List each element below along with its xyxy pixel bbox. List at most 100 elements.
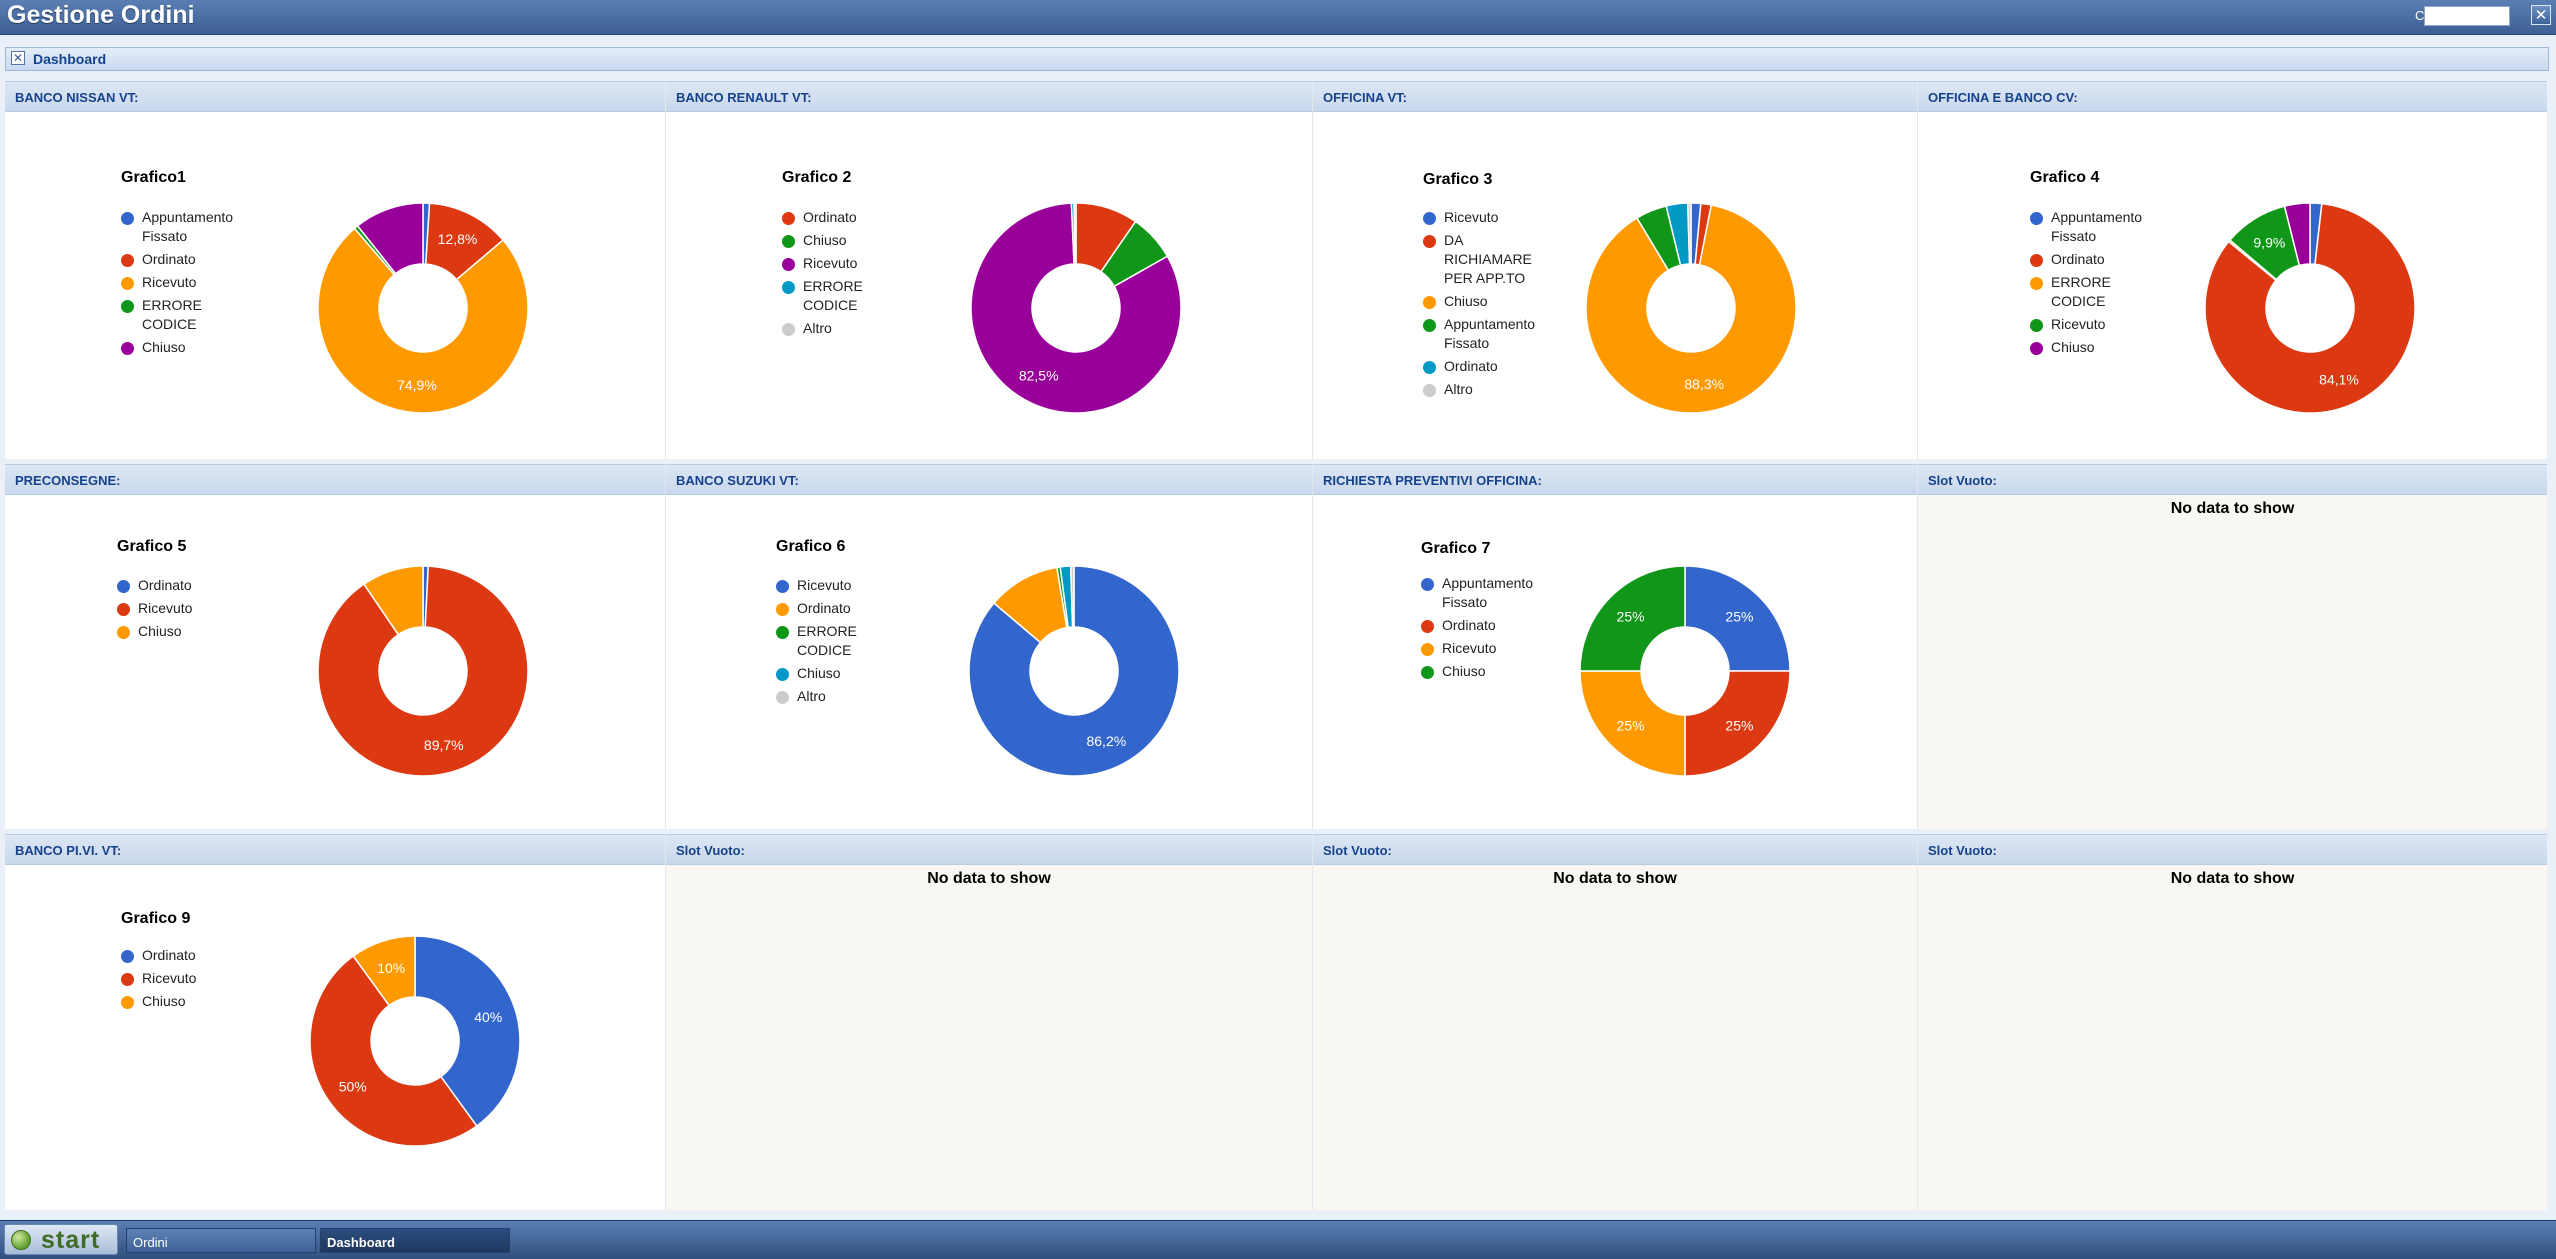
panel-body: No data to show xyxy=(1313,865,1917,1210)
pie-slice[interactable] xyxy=(1579,565,1686,672)
panel-title: OFFICINA E BANCO CV: xyxy=(1928,90,2078,105)
legend-item[interactable]: Chiuso xyxy=(776,664,906,683)
pie-slice[interactable] xyxy=(1069,565,1075,628)
legend-swatch xyxy=(1423,212,1436,225)
legend-item[interactable]: Ricevuto xyxy=(782,254,912,273)
legend-label: Appuntamento Fissato xyxy=(142,209,234,244)
legend-swatch xyxy=(1423,235,1436,248)
panel-header: BANCO RENAULT VT: xyxy=(666,81,1312,112)
pie-slice[interactable] xyxy=(414,935,521,1127)
legend-item[interactable]: Chiuso xyxy=(121,338,251,357)
legend-item[interactable]: ERRORE CODICE xyxy=(776,622,906,660)
legend-item[interactable]: Appuntamento Fissato xyxy=(2030,208,2160,246)
pie-slice[interactable] xyxy=(309,955,478,1147)
start-button[interactable]: start xyxy=(4,1224,118,1255)
slice-label: 88,3% xyxy=(1684,376,1724,392)
legend-swatch xyxy=(121,254,134,267)
legend-item[interactable]: Ordinato xyxy=(117,576,247,595)
no-data-message: No data to show xyxy=(1553,870,1677,887)
close-icon[interactable]: ✕ xyxy=(2531,5,2551,25)
legend-item[interactable]: DA RICHIAMARE PER APP.TO xyxy=(1423,231,1553,288)
app-title: Gestione Ordini xyxy=(7,1,195,29)
pie-slice[interactable] xyxy=(1579,670,1686,777)
pie-slice[interactable] xyxy=(362,565,424,636)
legend-item[interactable]: Appuntamento Fissato xyxy=(1423,315,1553,353)
panel-slot-vuoto: Slot Vuoto: No data to show xyxy=(666,834,1313,1210)
legend-item[interactable]: Ordinato xyxy=(121,250,251,269)
panel-title: Slot Vuoto: xyxy=(1928,473,1997,488)
legend-swatch xyxy=(121,277,134,290)
legend-swatch xyxy=(1423,384,1436,397)
legend-item[interactable]: Ricevuto xyxy=(1421,639,1551,658)
legend-item[interactable]: Ricevuto xyxy=(1423,208,1553,227)
pie-slice[interactable] xyxy=(1684,670,1791,777)
legend-swatch xyxy=(776,626,789,639)
legend-item[interactable]: Ricevuto xyxy=(121,273,251,292)
legend-item[interactable]: Altro xyxy=(782,319,912,338)
pie-slice[interactable] xyxy=(1585,204,1797,414)
legend-item[interactable]: Ricevuto xyxy=(776,576,906,595)
legend-label: Chiuso xyxy=(1444,293,1488,309)
legend-item[interactable]: Ordinato xyxy=(121,946,251,965)
legend-item[interactable]: Ordinato xyxy=(1421,616,1551,635)
legend-item[interactable]: Ordinato xyxy=(782,208,912,227)
legend-swatch xyxy=(121,300,134,313)
legend-label: Appuntamento Fissato xyxy=(1442,575,1534,610)
start-logo-icon xyxy=(11,1230,31,1250)
panel-preconsegne: PRECONSEGNE: Grafico 5 Ordinato Ricevuto Chi… xyxy=(5,464,666,829)
pie-slice[interactable] xyxy=(970,202,1182,414)
taskbar-item-dashboard[interactable]: Dashboard xyxy=(320,1228,510,1253)
legend-swatch xyxy=(2030,212,2043,225)
slice-label: 12,8% xyxy=(438,231,478,247)
legend-item[interactable]: Appuntamento Fissato xyxy=(1421,574,1551,612)
legend-label: Ordinato xyxy=(1444,358,1498,374)
legend-item[interactable]: Chiuso xyxy=(117,622,247,641)
legend-item[interactable]: Appuntamento Fissato xyxy=(121,208,251,246)
legend-item[interactable]: ERRORE CODICE xyxy=(782,277,912,315)
legend-item[interactable]: Ricevuto xyxy=(121,969,251,988)
legend-item[interactable]: Chiuso xyxy=(121,992,251,1011)
taskbar-item-ordini[interactable]: Ordini xyxy=(126,1228,316,1253)
legend-item[interactable]: Ordinato xyxy=(1423,357,1553,376)
legend-label: Ricevuto xyxy=(797,577,852,593)
pie-slice[interactable] xyxy=(1686,202,1692,265)
slice-label: 25% xyxy=(1725,609,1753,625)
pie-slice[interactable] xyxy=(356,202,424,275)
cmd-input[interactable] xyxy=(2424,6,2510,26)
legend-item[interactable]: Ordinato xyxy=(776,599,906,618)
pie-slice[interactable] xyxy=(352,935,416,1007)
pie-slice[interactable] xyxy=(968,565,1180,777)
dashboard-close-icon[interactable]: ✕ xyxy=(11,51,25,65)
legend-item[interactable]: Altro xyxy=(1423,380,1553,399)
pie-slice[interactable] xyxy=(317,565,529,777)
donut-chart: 84,1% 9,9% xyxy=(2204,202,2416,414)
legend-item[interactable]: Altro xyxy=(776,687,906,706)
pie-slice[interactable] xyxy=(1073,202,1077,265)
legend-item[interactable]: Chiuso xyxy=(1421,662,1551,681)
legend-item[interactable]: ERRORE CODICE xyxy=(2030,273,2160,311)
legend-item[interactable]: Ricevuto xyxy=(117,599,247,618)
legend-item[interactable]: Chiuso xyxy=(2030,338,2160,357)
slice-label: 89,7% xyxy=(424,737,464,753)
legend-item[interactable]: Ricevuto xyxy=(2030,315,2160,334)
pie-slice[interactable] xyxy=(317,227,529,414)
slice-label: 82,5% xyxy=(1019,367,1059,383)
taskbar: start Ordini Dashboard xyxy=(0,1220,2556,1259)
legend-item[interactable]: ERRORE CODICE xyxy=(121,296,251,334)
panel-body: Grafico 2 Ordinato Chiuso Ricevuto ERRORE CO… xyxy=(666,112,1312,459)
chart-title: Grafico1 xyxy=(121,169,186,186)
panel-title: BANCO NISSAN VT: xyxy=(15,90,139,105)
app-titlebar: Gestione Ordini Cmd: ✕ xyxy=(0,0,2556,35)
pie-slice[interactable] xyxy=(2204,202,2416,414)
legend-item[interactable]: Chiuso xyxy=(1423,292,1553,311)
slice-label: 25% xyxy=(1617,717,1645,733)
chart-legend: Ordinato Chiuso Ricevuto ERRORE CODICE Altro xyxy=(782,208,912,342)
legend-swatch xyxy=(776,668,789,681)
legend-item[interactable]: Chiuso xyxy=(782,231,912,250)
pie-slice[interactable] xyxy=(2283,202,2311,267)
panel-banco-renault-vt: BANCO RENAULT VT: Grafico 2 Ordinato Chiuso… xyxy=(666,81,1313,459)
pie-slice[interactable] xyxy=(1684,565,1791,672)
legend-label: Ordinato xyxy=(803,209,857,225)
panel-title: BANCO PI.VI. VT: xyxy=(15,843,122,858)
legend-item[interactable]: Ordinato xyxy=(2030,250,2160,269)
